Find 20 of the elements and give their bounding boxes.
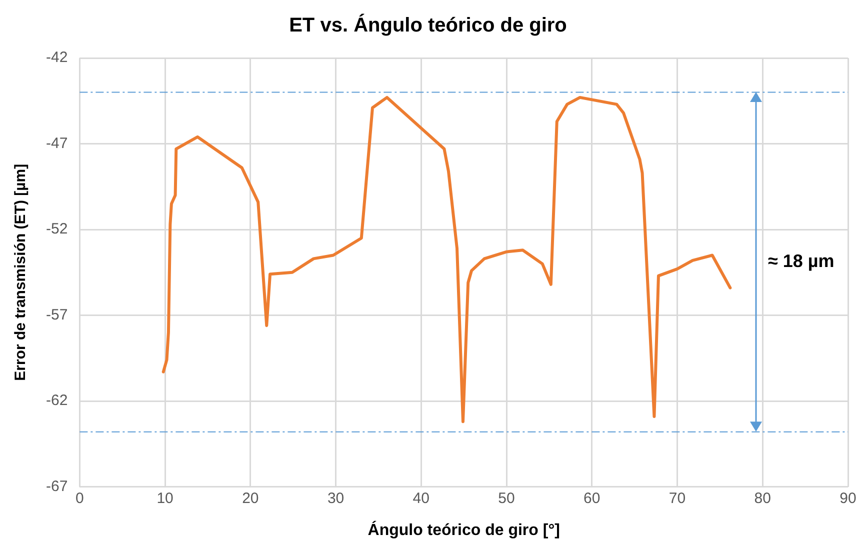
y-tick-label: -57 xyxy=(46,306,68,324)
x-tick-label: 70 xyxy=(668,490,686,507)
y-tick-label: -47 xyxy=(46,134,68,152)
y-tick-label: -67 xyxy=(46,478,68,495)
annotation: ≈ 18 µm xyxy=(768,251,834,272)
y-axis-title: Error de transmisión (ET) [µm] xyxy=(12,164,30,381)
x-tick-label: 10 xyxy=(156,490,174,507)
x-tick-label: 60 xyxy=(584,490,600,507)
y-tick-label: -42 xyxy=(46,49,68,66)
x-tick-label: 40 xyxy=(412,490,430,507)
x-axis-title: Ángulo teórico de giro [°] xyxy=(368,520,560,539)
y-tick-label: -62 xyxy=(46,392,68,410)
x-tick-label: 20 xyxy=(242,490,259,507)
x-tick-label: 80 xyxy=(754,490,771,507)
x-tick-label: 90 xyxy=(840,490,856,507)
x-tick-label: 50 xyxy=(498,490,515,507)
y-tick-label: -52 xyxy=(46,220,68,238)
x-tick-label: 30 xyxy=(327,490,344,507)
x-tick-label: 0 xyxy=(76,490,84,507)
chart-title: ET vs. Ángulo teórico de giro xyxy=(289,14,567,37)
